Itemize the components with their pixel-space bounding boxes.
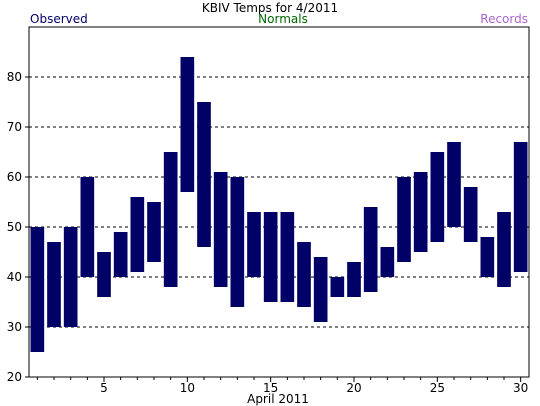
temp-bar (363, 207, 378, 292)
temp-bar (180, 57, 195, 192)
chart-title: KBIV Temps for 4/2011 (202, 1, 338, 15)
temp-bar (130, 197, 145, 272)
temp-bar (97, 252, 111, 297)
temp-bar (413, 172, 428, 252)
temp-bar (430, 152, 445, 242)
y-tick-label: 80 (7, 70, 22, 84)
temp-bar (230, 177, 245, 307)
y-tick-label: 50 (7, 220, 22, 234)
temp-bar (197, 102, 211, 247)
temp-bar (313, 257, 328, 322)
x-tick-label: 20 (346, 381, 361, 395)
y-tick-label: 20 (7, 370, 22, 384)
gridlines (29, 76, 529, 328)
bars (30, 57, 528, 352)
y-tick-label: 30 (7, 320, 22, 334)
temp-bar (463, 187, 478, 242)
temp-bar (397, 177, 411, 262)
temp-bar (497, 212, 511, 287)
temp-bar (163, 152, 178, 287)
temp-bar (347, 262, 361, 297)
temp-bar (280, 212, 295, 302)
temp-bar (247, 212, 261, 277)
temp-bar (63, 227, 78, 327)
x-tick-label: 25 (430, 381, 445, 395)
legend-normals: Normals (258, 12, 308, 26)
temp-bar (30, 227, 45, 352)
x-tick-label: 30 (513, 381, 528, 395)
temp-bar (330, 277, 345, 297)
legend-records: Records (480, 12, 528, 26)
x-axis-label: April 2011 (247, 392, 309, 406)
temp-bar (480, 237, 495, 277)
temp-bar (213, 172, 228, 287)
axes: 20 30 40 50 60 70 80 5 10 15 20 25 30 (7, 26, 530, 395)
temp-bar (263, 212, 278, 302)
temp-bar (47, 242, 61, 327)
legend-observed: Observed (30, 12, 88, 26)
temp-bar (113, 232, 128, 277)
y-tick-label: 70 (7, 120, 22, 134)
temp-bar (147, 202, 161, 262)
y-tick-label: 40 (7, 270, 22, 284)
temp-bar (513, 142, 528, 272)
temp-bar (80, 177, 95, 277)
x-tick-label: 10 (180, 381, 195, 395)
x-tick-label: 15 (263, 381, 278, 395)
y-tick-label: 60 (7, 170, 22, 184)
temp-bar (297, 242, 311, 307)
plot-frame (28, 26, 530, 378)
temp-bar (447, 142, 461, 227)
temp-bar (380, 247, 395, 277)
x-tick-label: 5 (100, 381, 108, 395)
